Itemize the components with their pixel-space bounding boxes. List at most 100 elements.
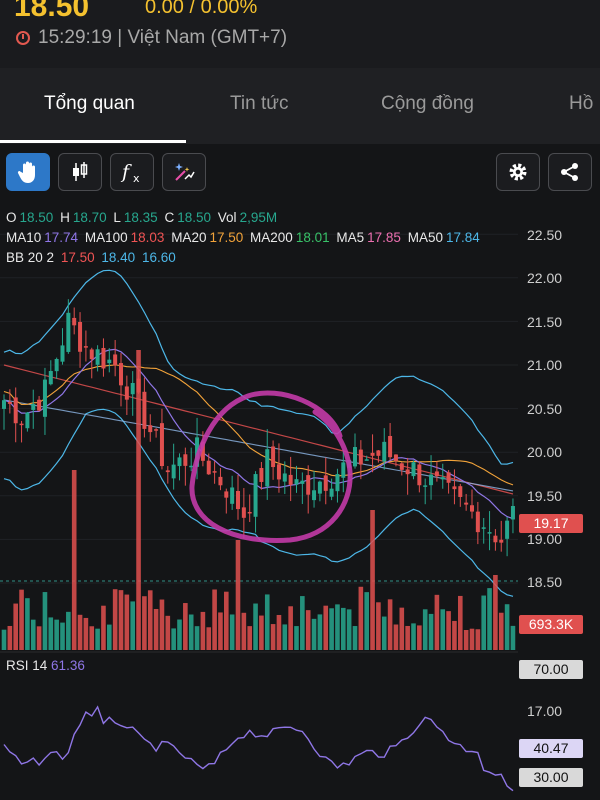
tab-profile[interactable]: Hồ (569, 93, 594, 114)
volume-bar (329, 608, 334, 650)
candle-body (464, 502, 469, 505)
volume-bar (206, 627, 212, 650)
ai-tools-button[interactable] (162, 153, 206, 191)
volume-bar (458, 595, 463, 650)
close-value: 18.50 (177, 210, 212, 225)
candle-body (446, 472, 451, 483)
share-button[interactable] (548, 153, 592, 191)
candle-body (247, 511, 252, 514)
tab-community[interactable]: Cộng đồng (381, 93, 474, 114)
candle-body (405, 469, 410, 475)
candle-body (130, 382, 135, 395)
volume-bar (323, 605, 329, 650)
volume-bar (42, 592, 48, 650)
volume-bar (36, 626, 42, 650)
candle-body (154, 429, 159, 431)
volume-bar (504, 604, 510, 650)
candle-body (95, 349, 100, 365)
candle-body (335, 474, 340, 492)
price-axis-label: 18.50 (527, 574, 563, 590)
candle-body (312, 490, 317, 501)
price-chart[interactable] (0, 208, 600, 800)
rsi-value: 61.36 (51, 658, 85, 673)
volume-bar (270, 624, 276, 650)
candle-body (113, 354, 118, 366)
share-icon (561, 163, 578, 181)
volume-bar (101, 605, 106, 650)
candle-body (475, 511, 480, 533)
volume-bar (352, 626, 358, 650)
rsi-axis-label: 17.00 (527, 703, 563, 719)
candle-body (78, 321, 83, 352)
volume-bar (124, 594, 130, 650)
candle-body (481, 527, 486, 529)
candle-body (159, 423, 164, 467)
volume-bar (417, 625, 422, 650)
candle-body (353, 447, 357, 467)
volume-bar (136, 350, 141, 650)
candle-body (72, 317, 77, 326)
volume-bar (7, 625, 13, 650)
candle-body (505, 520, 510, 539)
volume-bar (452, 620, 457, 650)
volume-bar (346, 609, 352, 650)
chart-type-button[interactable] (58, 153, 102, 191)
volume-bar (487, 588, 492, 650)
tab-news[interactable]: Tin tức (230, 93, 289, 114)
candle-body (388, 435, 393, 458)
ma100-label: MA100 (84, 230, 128, 245)
ma50-line (3, 399, 514, 492)
bollinger-lower-line (3, 408, 514, 597)
ma5-label: MA5 (336, 230, 365, 245)
candle-body (224, 491, 229, 498)
settings-button[interactable] (496, 153, 540, 191)
volume-bar (387, 599, 393, 650)
volume-bar (434, 594, 440, 650)
bb-upper-value: 18.40 (101, 250, 136, 265)
bb-middle-value: 17.50 (60, 250, 95, 265)
candle-body (101, 347, 106, 369)
rsi-current-tag: 40.47 (519, 739, 583, 758)
candle-body (66, 312, 71, 352)
volume-bar (264, 594, 270, 650)
volume-bar (165, 615, 171, 650)
volume-bar (393, 624, 399, 650)
price-axis-label: 19.50 (527, 488, 563, 504)
volume-bar (159, 599, 165, 650)
candle-body (329, 488, 334, 497)
candle-body (317, 481, 322, 494)
volume-bar (422, 609, 428, 650)
volume-bar (235, 540, 241, 650)
volume-bar (276, 614, 282, 650)
market-time-text: 15:29:19 | Việt Nam (GMT+7) (38, 27, 288, 48)
candle-body (393, 454, 398, 462)
annotation-circle (189, 390, 353, 543)
tab-overview[interactable]: Tổng quan (44, 93, 135, 114)
candle-body (499, 539, 504, 543)
candle-body (282, 473, 287, 482)
price-axis-label: 22.50 (527, 227, 563, 243)
candle-body (212, 471, 217, 473)
rsi-label: RSI 14 (6, 658, 48, 673)
volume-bar (282, 624, 288, 650)
candle-body (7, 402, 12, 404)
volume-bar (229, 614, 235, 650)
volume-bar (405, 625, 410, 650)
candle-body (510, 505, 515, 520)
volume-bar (13, 603, 18, 650)
candle-body (487, 532, 492, 534)
volume-tag: 693.3K (519, 615, 583, 634)
draw-mode-button[interactable] (6, 153, 50, 191)
price-axis-label: 19.00 (527, 531, 563, 547)
tab-bar: Tổng quan Tin tức Cộng đồng Hồ (0, 68, 600, 144)
volume-bar (358, 586, 364, 650)
candle-body (253, 474, 258, 517)
volume-bar (376, 602, 381, 650)
candle-body (89, 349, 94, 360)
candle-body (276, 464, 281, 480)
market-time: 15:29:19 | Việt Nam (GMT+7) (16, 27, 287, 49)
volume-bar (60, 622, 65, 650)
bb-lower-value: 16.60 (141, 250, 176, 265)
ma200-value: 18.01 (295, 230, 330, 245)
